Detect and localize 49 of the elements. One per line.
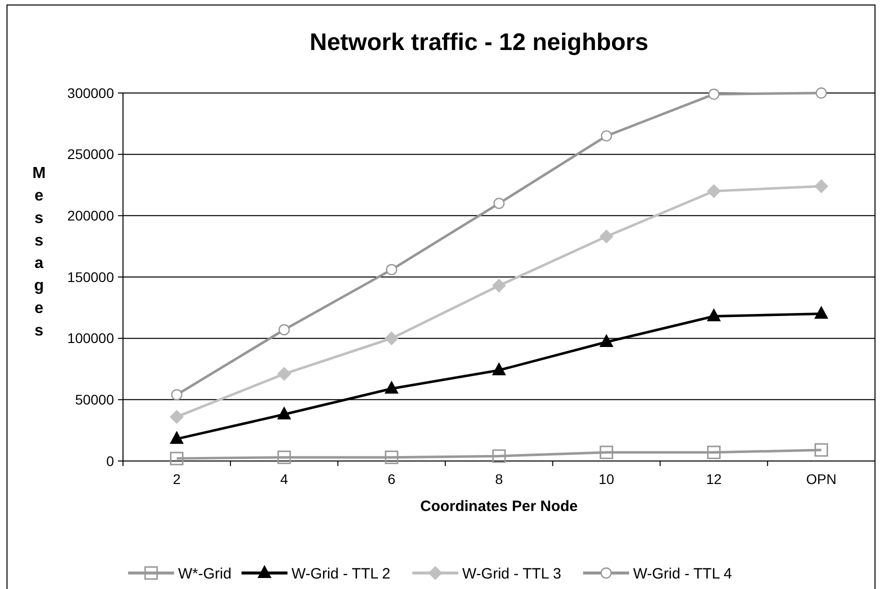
point [599,334,614,348]
point [708,88,720,100]
point [171,389,182,400]
point [814,306,828,319]
point [386,264,398,276]
legend-label: W-Grid - TTL 4 [633,565,732,582]
point [600,446,614,460]
point [384,331,399,346]
x-tick-label: 2 [172,471,181,487]
legend-label: W*-Grid [178,565,232,582]
point [493,198,505,209]
point [706,184,721,198]
legend-label: W-Grid - TTL 2 [292,565,390,582]
y-tick-label: 0 [106,452,114,469]
x-tick-label: 10 [598,471,614,487]
point [384,450,398,464]
x-tick-label: OPN [806,471,836,487]
point [707,446,721,460]
x-tick-label: 6 [388,471,396,487]
point [814,443,828,457]
y-tick-label: 300000 [67,84,114,101]
point [492,449,506,463]
point [814,179,828,194]
point [277,366,292,381]
x-tick-label: 8 [495,471,504,487]
point [816,87,827,99]
chart-title: Network traffic - 12 neighbors [310,29,648,56]
y-tick-label: 50000 [75,392,114,408]
point [278,324,290,336]
point [384,380,399,394]
y-axis-title: Messages [32,165,46,340]
x-tick-label: 4 [280,471,288,487]
y-tick-label: 100000 [67,330,114,346]
y-tick-label: 150000 [67,268,114,285]
y-tick-label: 200000 [67,208,114,224]
point [170,430,184,444]
point [706,308,721,322]
x-axis-title: Coordinates Per Node [420,498,578,515]
point [170,452,184,466]
point [492,278,506,293]
point [277,406,292,420]
x-tick-label: 12 [706,471,722,487]
point [599,230,614,244]
point [492,362,506,376]
y-tick-label: 250000 [67,146,114,162]
point [170,410,184,424]
point [277,450,291,464]
legend-label: W-Grid - TTL 3 [462,565,562,582]
point [600,130,612,142]
